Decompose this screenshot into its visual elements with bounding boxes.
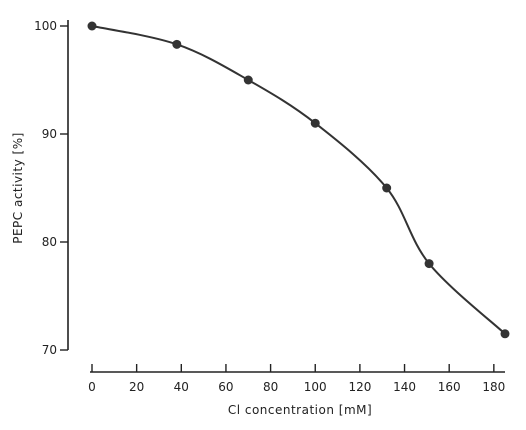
x-tick-label: 180	[482, 380, 505, 394]
data-point	[310, 118, 320, 128]
data-points	[87, 21, 510, 339]
x-tick-label: 80	[263, 380, 278, 394]
x-tick-label: 140	[393, 380, 416, 394]
x-tick-label: 0	[88, 380, 96, 394]
x-tick-label: 60	[218, 380, 233, 394]
x-tick-label: 160	[438, 380, 461, 394]
y-tick-label: 70	[42, 343, 57, 357]
series-line	[91, 25, 506, 335]
x-tick-label: 40	[174, 380, 189, 394]
x-tick-label: 20	[129, 380, 144, 394]
x-ticks: 0 20 40 60 80 100 120 140 160 180	[88, 364, 505, 394]
y-tick-label: 100	[34, 19, 57, 33]
data-point	[172, 39, 182, 49]
x-tick-label: 100	[304, 380, 327, 394]
y-tick-label: 80	[42, 235, 57, 249]
data-point	[87, 21, 97, 31]
y-ticks: 70 80 90 100	[34, 19, 68, 357]
y-axis-label: PEPC activity [%]	[11, 132, 25, 244]
data-point	[500, 329, 510, 339]
y-tick-label: 90	[42, 127, 57, 141]
data-point	[243, 75, 253, 85]
data-point	[382, 183, 392, 193]
x-tick-label: 120	[348, 380, 371, 394]
x-axis-label: Cl concentration [mM]	[228, 403, 372, 417]
data-point	[424, 259, 434, 269]
